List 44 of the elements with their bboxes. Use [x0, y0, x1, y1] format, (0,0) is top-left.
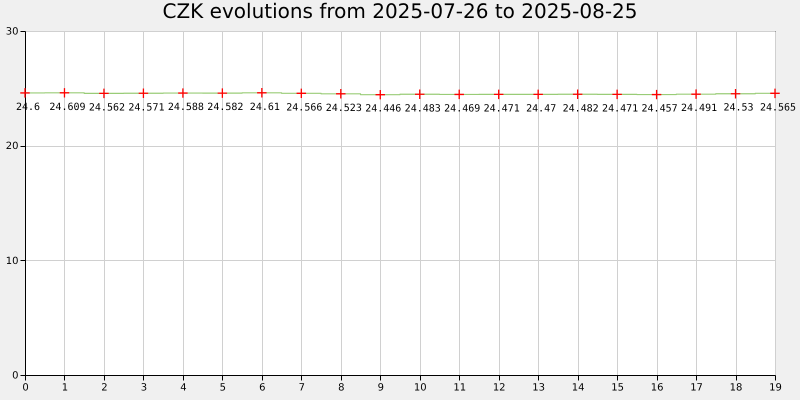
y-tick-label: 30 — [6, 26, 18, 38]
x-tick-label: 3 — [140, 382, 148, 394]
y-tick-label: 20 — [6, 141, 18, 152]
data-label: 24.446 — [365, 104, 402, 115]
data-label: 24.47 — [526, 103, 556, 114]
data-label: 24.471 — [484, 103, 520, 114]
data-label: 24.562 — [88, 102, 126, 114]
data-label: 24.471 — [602, 103, 638, 114]
x-tick-label: 7 — [298, 382, 306, 394]
x-tick-label: 13 — [532, 382, 546, 394]
x-tick-label: 4 — [180, 382, 187, 394]
x-tick-label: 15 — [611, 382, 624, 394]
x-tick-label: 19 — [769, 382, 782, 394]
x-tick-label: 1 — [62, 382, 68, 394]
data-label: 24.469 — [444, 103, 480, 114]
x-tick-label: 14 — [572, 382, 584, 394]
x-tick-label: 17 — [690, 382, 703, 394]
data-label: 24.565 — [760, 102, 796, 114]
y-tick-label: 0 — [12, 370, 18, 382]
x-tick-label: 6 — [259, 382, 266, 394]
x-tick-label: 8 — [338, 382, 344, 394]
data-label: 24.571 — [128, 102, 164, 114]
y-tick-label: 10 — [6, 256, 18, 267]
data-label: 24.523 — [326, 102, 362, 114]
x-tick-label: 9 — [378, 382, 384, 394]
x-tick-label: 16 — [650, 382, 664, 394]
x-tick-label: 18 — [730, 382, 742, 394]
data-label: 24.457 — [642, 104, 678, 115]
data-label: 24.588 — [168, 102, 204, 114]
data-label: 24.609 — [49, 102, 86, 113]
x-tick-label: 0 — [22, 382, 29, 394]
data-label: 24.582 — [207, 102, 244, 114]
x-tick-label: 2 — [101, 382, 108, 394]
x-tick-label: 10 — [414, 382, 427, 394]
data-label: 24.482 — [562, 103, 599, 114]
x-tick-label: 5 — [220, 382, 226, 394]
x-tick-label: 11 — [453, 382, 466, 394]
data-label: 24.61 — [250, 102, 280, 113]
x-tick-label: 12 — [492, 382, 506, 394]
data-label: 24.491 — [680, 103, 718, 114]
data-label: 24.483 — [404, 103, 441, 114]
data-label: 24.53 — [723, 102, 754, 114]
chart-title: CZK evolutions from 2025-07-26 to 2025-08-25 — [162, 0, 638, 23]
data-label: 24.566 — [286, 102, 322, 114]
